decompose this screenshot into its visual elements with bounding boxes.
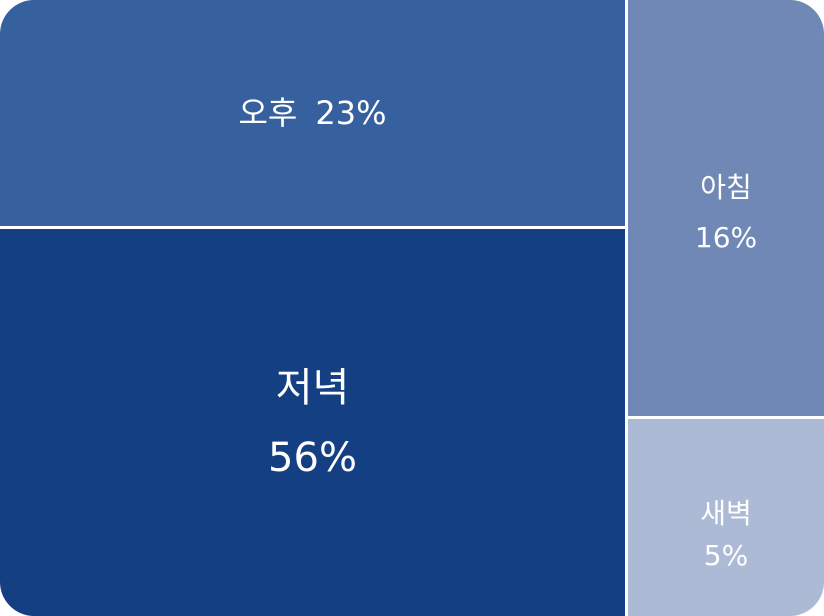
tile-label-dawn: 새벽 [700,496,752,530]
tile-label-afternoon: 오후 [238,94,298,132]
tile-label-morning: 아침 [700,171,752,204]
tile-value-dawn: 5% [703,538,749,572]
tile-value-afternoon: 23% [315,94,387,132]
treemap-tile-evening: 저녁 56% [0,229,625,616]
treemap-tile-afternoon: 오후 23% [0,0,625,226]
treemap-tile-dawn: 새벽 5% [628,419,824,616]
tile-value-morning: 16% [694,221,758,254]
tile-value-evening: 56% [268,434,357,481]
tile-label-evening: 저녁 [275,364,350,411]
treemap-tile-morning: 아침 16% [628,0,824,416]
